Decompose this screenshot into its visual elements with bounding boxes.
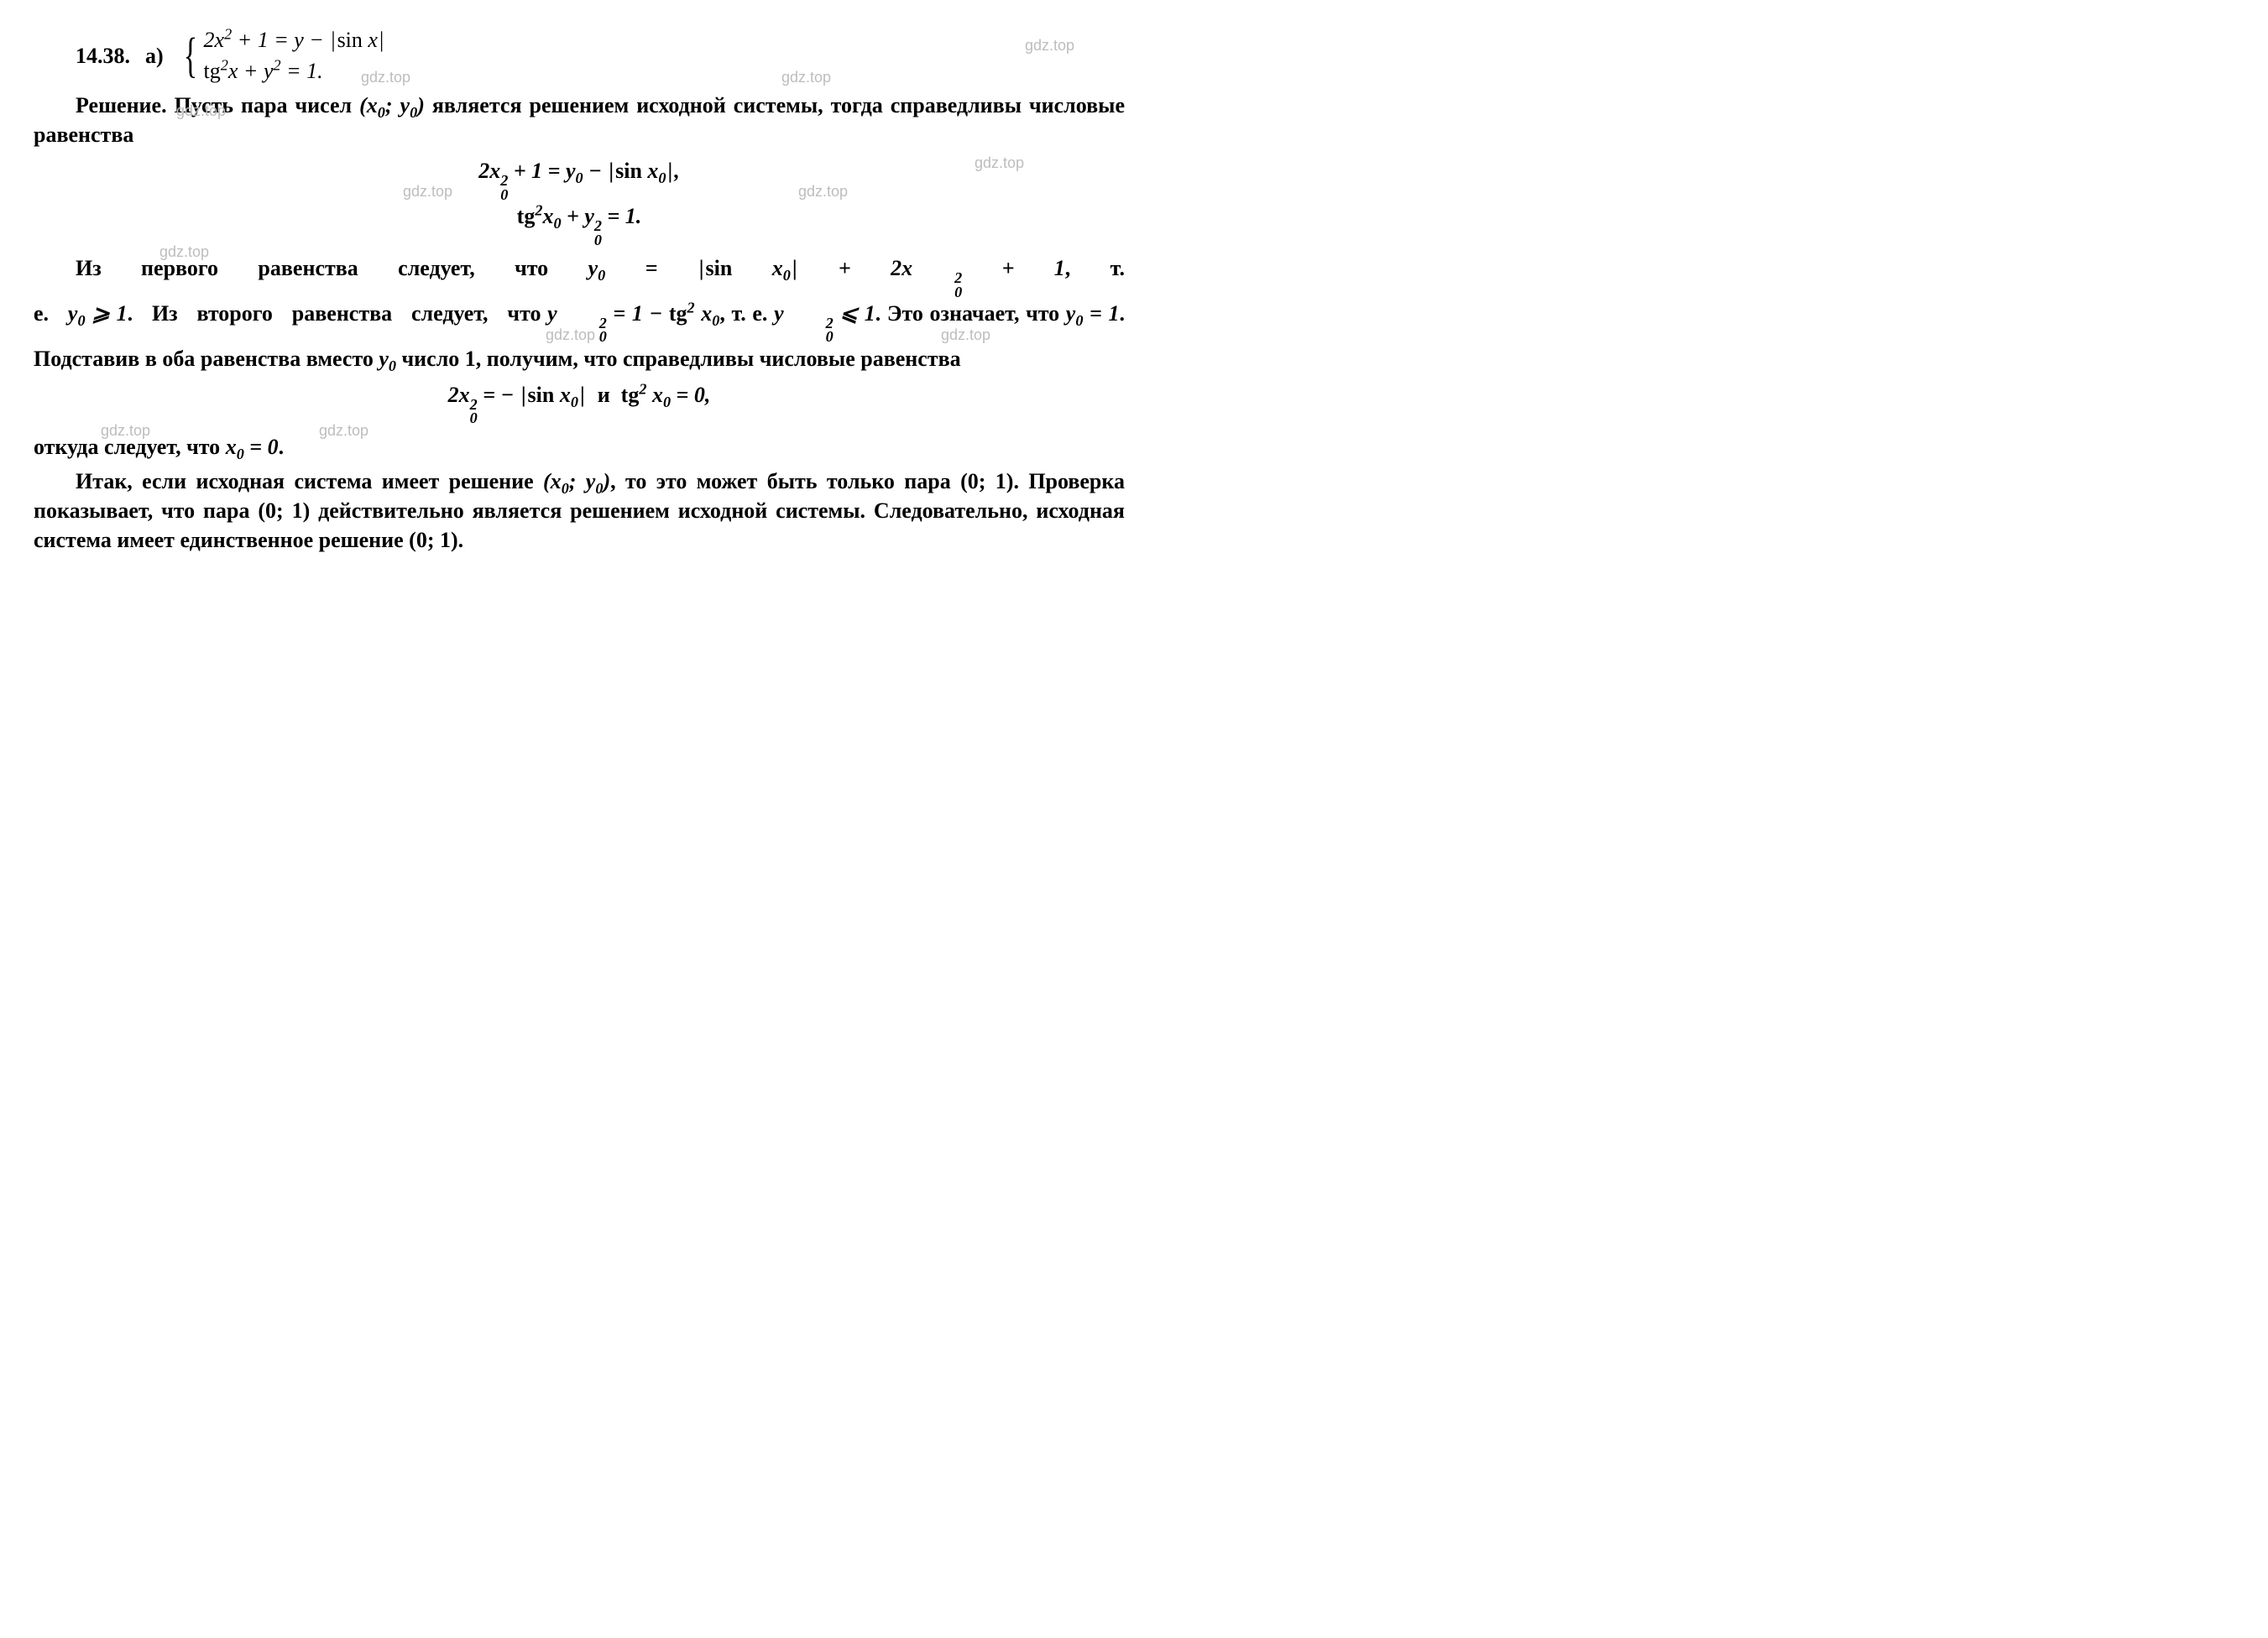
solution-paragraph-3: gdz.top gdz.top откуда следует, что x0 =… [34, 432, 1125, 462]
system-line-2: tg2x + y2 = 1. [204, 56, 386, 86]
eq1-line2: tg2x0 + y20 = 1. [517, 204, 642, 228]
eq1-line1: 2x20 + 1 = y0 − sin x0, [478, 159, 680, 183]
solution-paragraph-2: gdz.top Из первого равенства следует, чт… [34, 253, 1125, 373]
equation-block-1: gdz.top gdz.top gdz.top 2x20 + 1 = y0 − … [34, 156, 1125, 247]
part-label: а) [145, 41, 164, 70]
problem-header-row: 14.38. а) { 2x2 + 1 = y − sin x tg2x + y… [34, 25, 1125, 86]
solution-label: Решение. [76, 93, 167, 117]
equation-block-2: 2x20 = − sin x0 и tg2 x0 = 0, [34, 380, 1125, 425]
system-line-1: 2x2 + 1 = y − sin x [204, 25, 386, 55]
system-of-equations: { 2x2 + 1 = y − sin x tg2x + y2 = 1. [179, 25, 386, 86]
watermark: gdz.top [975, 153, 1024, 173]
problem-number: 14.38. [34, 41, 130, 70]
watermark: gdz.top [403, 181, 452, 201]
solution-paragraph-1: Решение. Пусть пара чисел (x0; y0) являе… [34, 91, 1125, 149]
solution-paragraph-4: Итак, если исходная система имеет решени… [34, 467, 1125, 555]
watermark: gdz.top [899, 325, 990, 345]
watermark: gdz.top [798, 181, 848, 201]
left-brace-icon: { [183, 36, 197, 75]
